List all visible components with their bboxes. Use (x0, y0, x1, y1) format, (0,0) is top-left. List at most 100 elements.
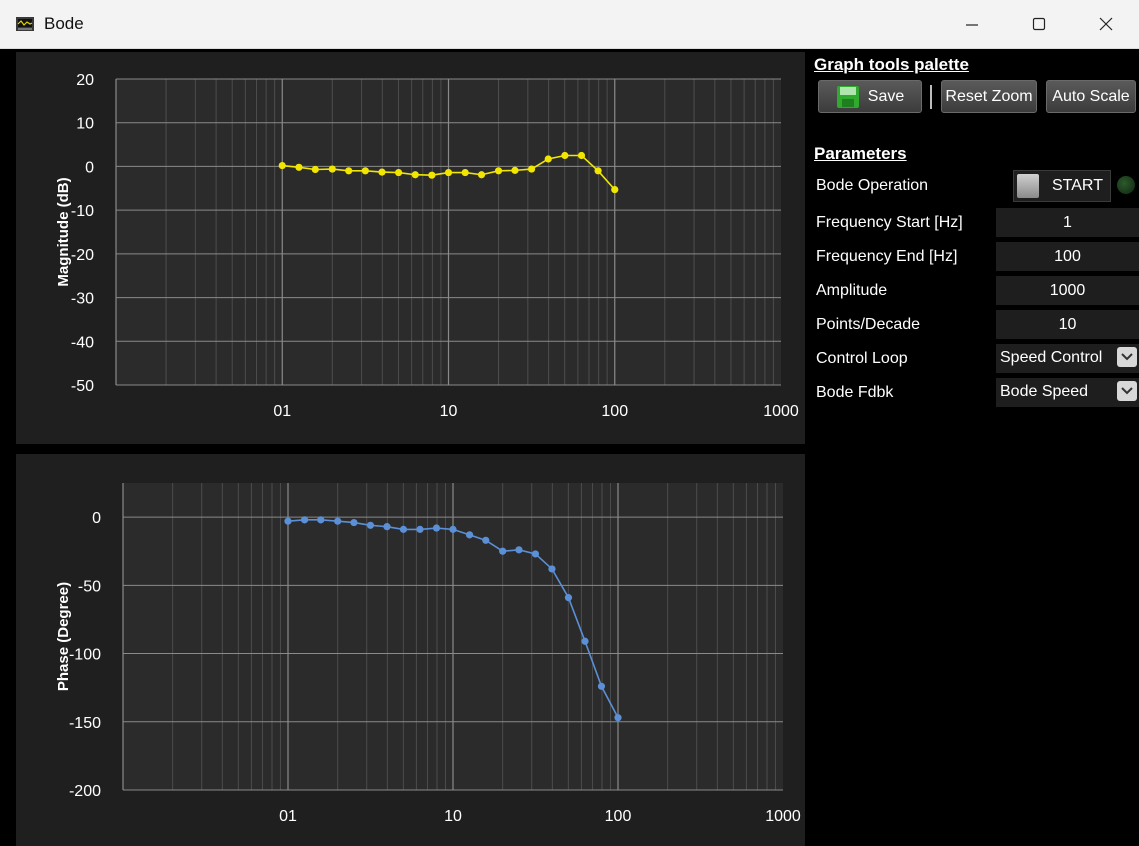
magnitude-data-point[interactable] (428, 171, 436, 179)
magnitude-y-tick-label: 10 (76, 116, 94, 133)
phase-data-point[interactable] (416, 525, 424, 533)
phase-y-tick-label: 0 (92, 510, 101, 527)
phase-data-point[interactable] (499, 547, 507, 555)
toolbar-separator (930, 85, 932, 109)
scope-icon (16, 17, 34, 31)
magnitude-data-point[interactable] (311, 165, 319, 174)
phase-x-tick-label: 1000 (765, 808, 801, 825)
magnitude-chart-panel[interactable]: 20 10 0 -10 -20 -30 -40 -50 01 10 100 1000 Magnitude… (16, 52, 805, 444)
control-loop-value: Speed Control (1000, 349, 1103, 366)
magnitude-data-point[interactable] (577, 151, 586, 160)
magnitude-data-point[interactable] (527, 165, 536, 173)
phase-data-point[interactable] (482, 536, 490, 544)
magnitude-data-point[interactable] (544, 155, 552, 163)
phase-data-point[interactable] (465, 531, 474, 539)
points-decade-label: Points/Decade (816, 316, 921, 333)
magnitude-data-point[interactable] (444, 168, 453, 177)
magnitude-data-point[interactable] (394, 168, 403, 177)
minimize-icon (966, 24, 978, 26)
close-icon (1099, 17, 1113, 31)
magnitude-y-axis-label: Magnitude (dB) (55, 177, 72, 286)
phase-data-point[interactable] (432, 524, 441, 532)
auto-scale-button[interactable]: Auto Scale (1046, 80, 1136, 113)
phase-y-tick-label: -150 (69, 715, 101, 732)
maximize-button[interactable] (1010, 0, 1068, 48)
magnitude-data-point[interactable] (511, 166, 519, 174)
save-button[interactable]: Save (818, 80, 922, 113)
magnitude-x-tick-label: 10 (440, 403, 458, 420)
magnitude-data-point[interactable] (378, 168, 386, 176)
phase-data-point[interactable] (317, 516, 325, 524)
points-decade-field[interactable]: 10 (996, 310, 1139, 339)
bode-fdbk-label: Bode Fdbk (816, 384, 894, 401)
bode-fdbk-select[interactable]: Bode Speed (996, 378, 1139, 407)
phase-data-point[interactable] (531, 550, 540, 558)
magnitude-y-tick-label: -10 (71, 203, 94, 220)
control-loop-select[interactable]: Speed Control (996, 344, 1139, 373)
chevron-down-icon[interactable] (1117, 381, 1137, 401)
magnitude-y-tick-label: -50 (71, 378, 94, 395)
phase-y-tick-label: -50 (78, 578, 101, 595)
magnitude-data-point[interactable] (477, 171, 486, 179)
magnitude-data-point[interactable] (561, 151, 569, 160)
toggle-knob (1017, 174, 1039, 198)
phase-data-point[interactable] (334, 517, 342, 525)
phase-x-tick-label: 100 (605, 808, 632, 825)
phase-data-point[interactable] (581, 637, 589, 645)
phase-data-point[interactable] (564, 594, 573, 602)
magnitude-data-point[interactable] (345, 167, 353, 175)
bode-fdbk-value: Bode Speed (1000, 383, 1089, 400)
phase-data-point[interactable] (515, 546, 523, 554)
chevron-down-icon[interactable] (1117, 347, 1137, 367)
amplitude-label: Amplitude (816, 282, 888, 299)
magnitude-y-tick-label: -40 (71, 334, 94, 351)
phase-data-point[interactable] (383, 523, 391, 531)
freq-end-field[interactable]: 100 (996, 242, 1139, 271)
minimize-button[interactable] (943, 0, 1001, 48)
magnitude-data-point[interactable] (594, 167, 602, 175)
magnitude-y-tick-label: -30 (71, 291, 94, 308)
freq-start-field[interactable]: 1 (996, 208, 1139, 237)
magnitude-x-tick-label: 100 (601, 403, 628, 420)
phase-data-point[interactable] (399, 525, 408, 533)
control-loop-label: Control Loop (816, 350, 908, 367)
magnitude-data-point[interactable] (328, 165, 336, 173)
magnitude-data-point[interactable] (295, 163, 303, 171)
magnitude-data-point[interactable] (494, 167, 503, 175)
phase-y-tick-label: -200 (69, 783, 101, 800)
save-label: Save (867, 87, 905, 105)
phase-x-tick-label: 01 (279, 808, 297, 825)
magnitude-x-tick-label: 01 (273, 403, 291, 420)
phase-data-point[interactable] (597, 682, 606, 690)
phase-y-tick-label: -100 (69, 647, 101, 664)
phase-data-point[interactable] (548, 565, 556, 573)
magnitude-y-tick-label: -20 (71, 247, 94, 264)
magnitude-data-point[interactable] (461, 168, 469, 177)
status-led (1117, 176, 1135, 194)
save-icon (836, 85, 859, 108)
freq-end-label: Frequency End [Hz] (816, 248, 958, 265)
parameters-header: Parameters (814, 144, 907, 163)
phase-chart-panel[interactable]: 0 -50 -100 -150 -200 01 10 100 1000 Phase (Degree… (16, 454, 805, 846)
start-toggle[interactable]: START (1013, 170, 1111, 202)
magnitude-data-point[interactable] (411, 171, 419, 179)
maximize-icon (1032, 17, 1046, 31)
phase-data-point[interactable] (300, 516, 309, 524)
magnitude-data-point[interactable] (611, 185, 619, 194)
amplitude-field[interactable]: 1000 (996, 276, 1139, 305)
phase-data-point[interactable] (366, 521, 375, 529)
phase-data-point[interactable] (284, 517, 292, 525)
magnitude-x-tick-label: 1000 (763, 403, 799, 420)
phase-x-tick-label: 10 (444, 808, 462, 825)
side-panel: Graph tools palette Save Reset Zoom Auto… (806, 49, 1139, 846)
close-button[interactable] (1077, 0, 1135, 48)
title-bar: Bode (0, 0, 1139, 49)
phase-data-point[interactable] (449, 525, 457, 533)
phase-data-point[interactable] (614, 714, 622, 722)
magnitude-data-point[interactable] (278, 161, 286, 170)
reset-zoom-button[interactable]: Reset Zoom (941, 80, 1037, 113)
magnitude-data-point[interactable] (361, 167, 369, 175)
magnitude-y-tick-label: 20 (76, 72, 94, 89)
phase-data-point[interactable] (350, 518, 358, 527)
